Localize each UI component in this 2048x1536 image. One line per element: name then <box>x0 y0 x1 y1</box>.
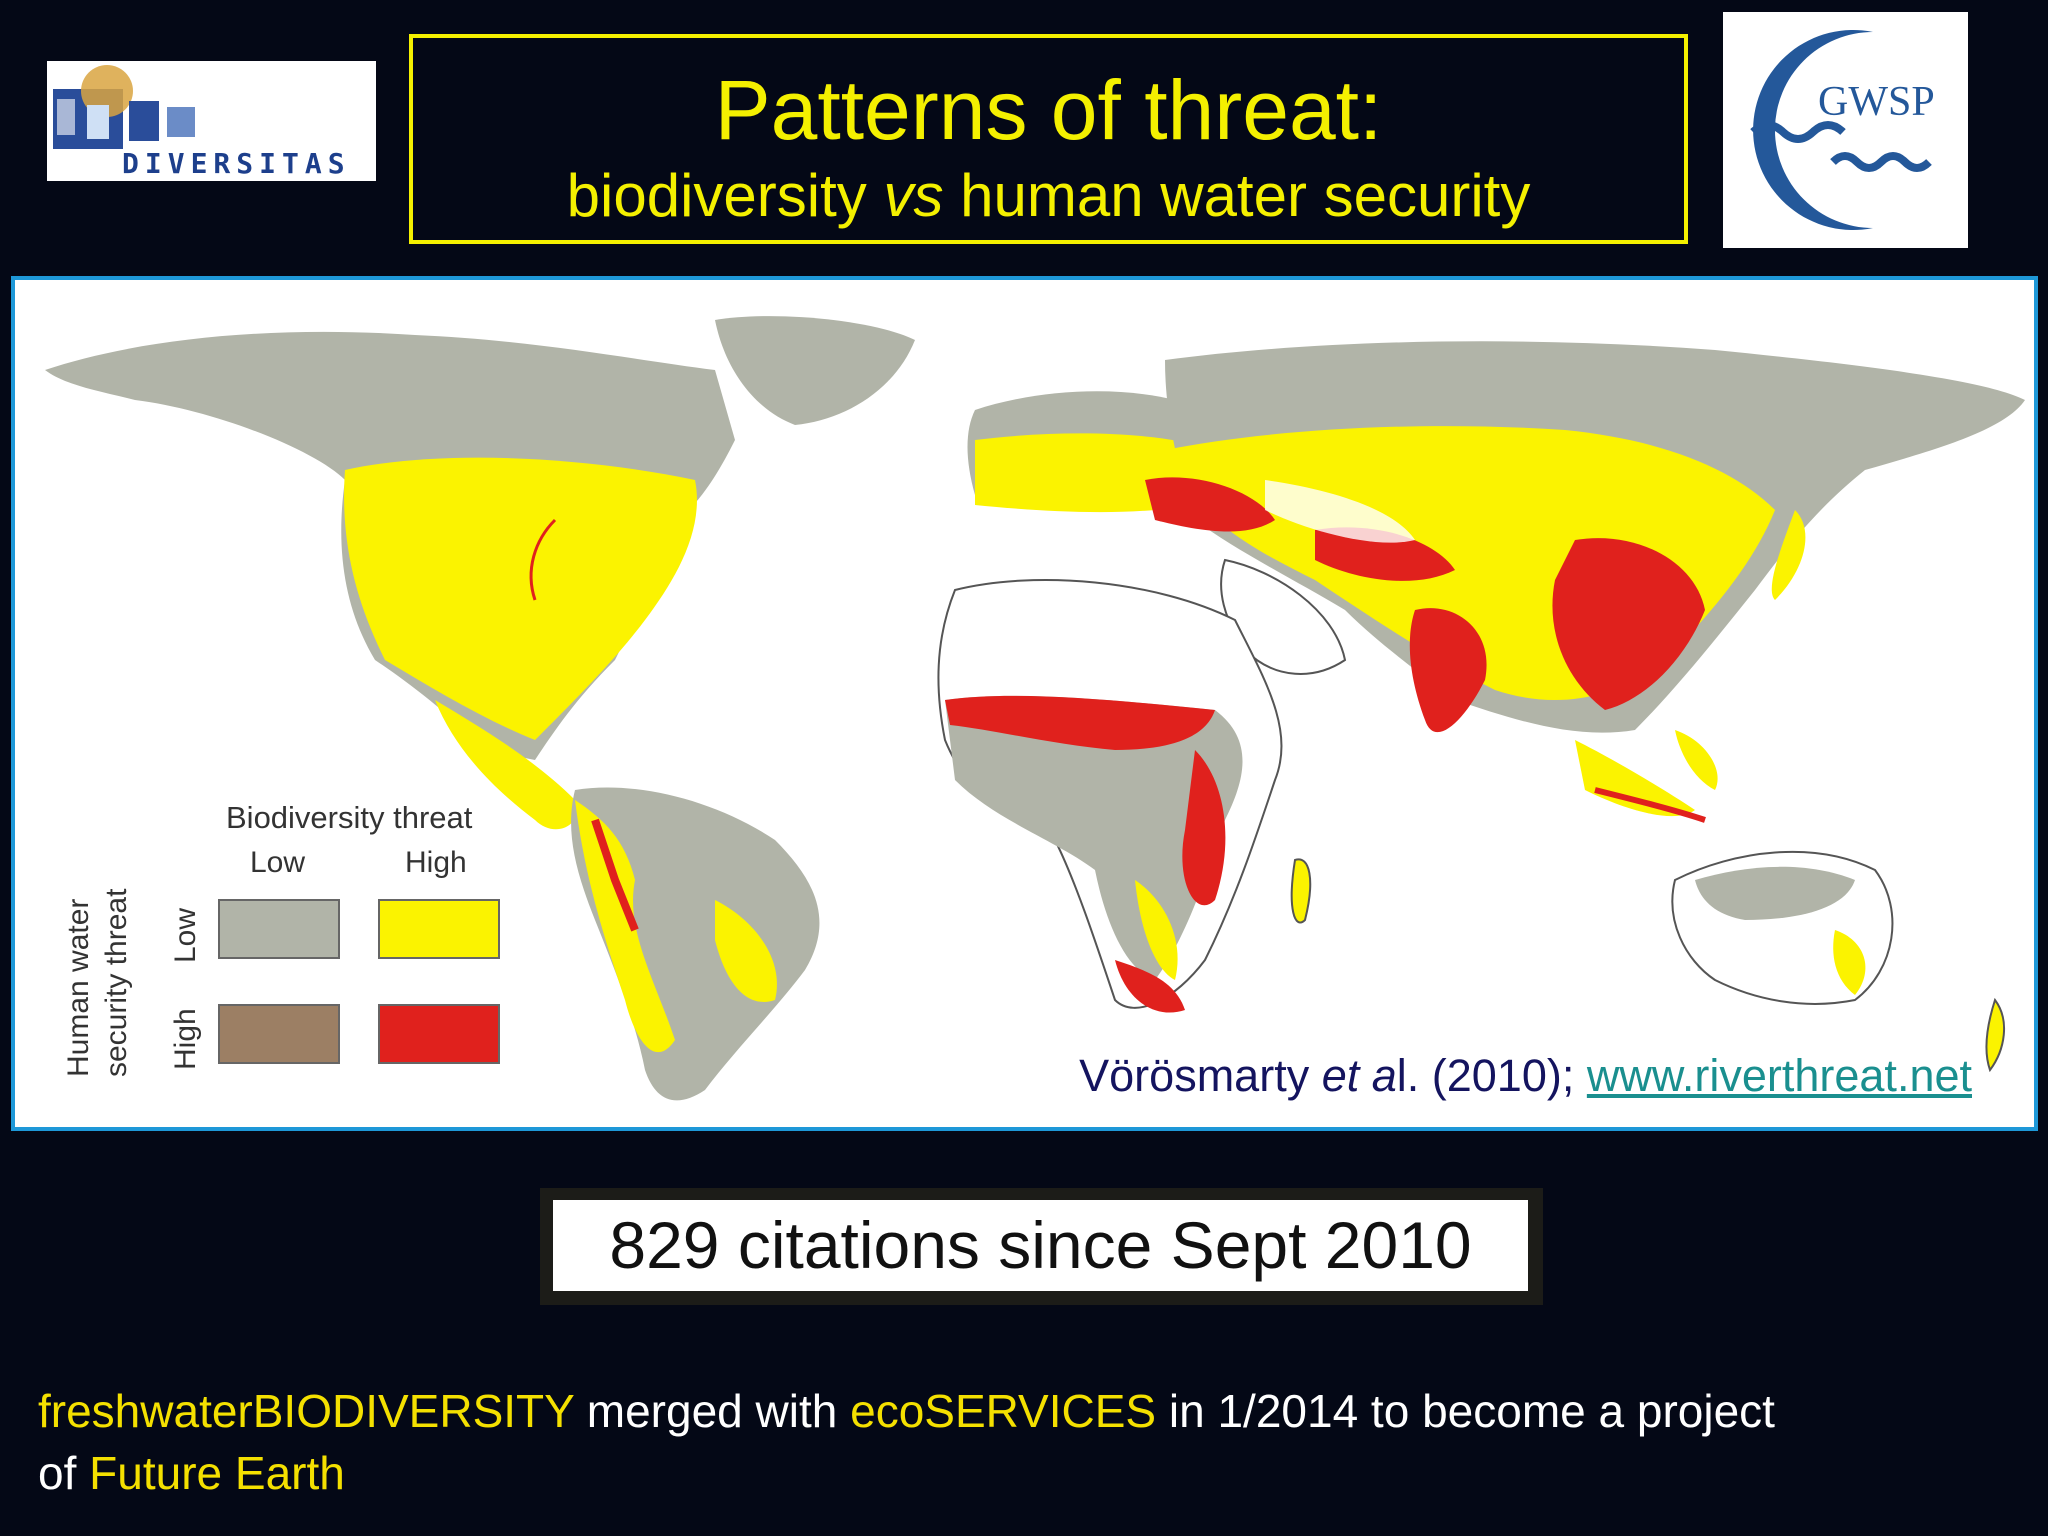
map-citation: Vörösmarty et al. (2010); www.riverthrea… <box>1079 1050 1972 1102</box>
legend-col-high: High <box>405 846 467 879</box>
footer-project: in 1/2014 to become a project <box>1156 1385 1775 1437</box>
legend-row-low: Low <box>169 907 202 963</box>
citation-etal: et a <box>1321 1050 1397 1101</box>
citation-year: l. (2010); <box>1396 1050 1587 1101</box>
legend-axis-title-line2: security threat <box>100 888 133 1077</box>
riverthreat-link[interactable]: www.riverthreat.net <box>1586 1050 1972 1101</box>
gwsp-logo: GWSP <box>1723 12 1968 248</box>
page-title: Patterns of threat: <box>714 63 1383 157</box>
footer-text: freshwaterBIODIVERSITY merged with ecoSE… <box>38 1380 2028 1504</box>
citation-authors: Vörösmarty <box>1079 1050 1322 1101</box>
legend-col-low: Low <box>250 846 306 879</box>
legend-swatch-low-low <box>218 899 340 959</box>
subtitle-italic: vs <box>883 162 944 229</box>
footer-freshwater: freshwaterBIODIVERSITY <box>38 1385 574 1437</box>
legend-title: Biodiversity threat <box>226 800 473 835</box>
footer-ecoservices: ecoSERVICES <box>850 1385 1157 1437</box>
gwsp-emblem-icon <box>1750 29 1932 231</box>
gwsp-wordmark: GWSP <box>1818 79 1935 125</box>
greenland-shape <box>715 316 915 425</box>
legend-row-high: High <box>169 1008 202 1070</box>
madagascar-shape <box>1290 858 1312 924</box>
footer-of: of <box>38 1447 90 1499</box>
diversitas-wordmark: DIVERSITAS <box>122 147 351 180</box>
legend-swatch-low-water-high-bio <box>378 899 500 959</box>
world-map: Biodiversity threat Low High Low High Hu… <box>11 276 2038 1131</box>
diversitas-emblem-icon <box>53 65 195 149</box>
arabia-shape <box>1220 558 1347 675</box>
page-subtitle: biodiversity vs human water security <box>413 156 1684 236</box>
legend-swatch-high-water-low-bio <box>218 1004 340 1064</box>
legend-swatch-high-high <box>378 1004 500 1064</box>
footer-merged: merged with <box>574 1385 851 1437</box>
subtitle-text-1: biodiversity <box>566 162 884 229</box>
threat-map-graphic <box>45 316 2025 1101</box>
citations-count: 829 citations since Sept 2010 <box>553 1200 1528 1291</box>
diversitas-logo: DIVERSITAS <box>47 61 376 181</box>
footer-future-earth: Future Earth <box>89 1447 345 1499</box>
title-box: Patterns of threat: biodiversity vs huma… <box>409 34 1688 244</box>
subtitle-text-2: human water security <box>943 162 1531 229</box>
legend-axis-title-line1: Human water <box>62 898 95 1077</box>
